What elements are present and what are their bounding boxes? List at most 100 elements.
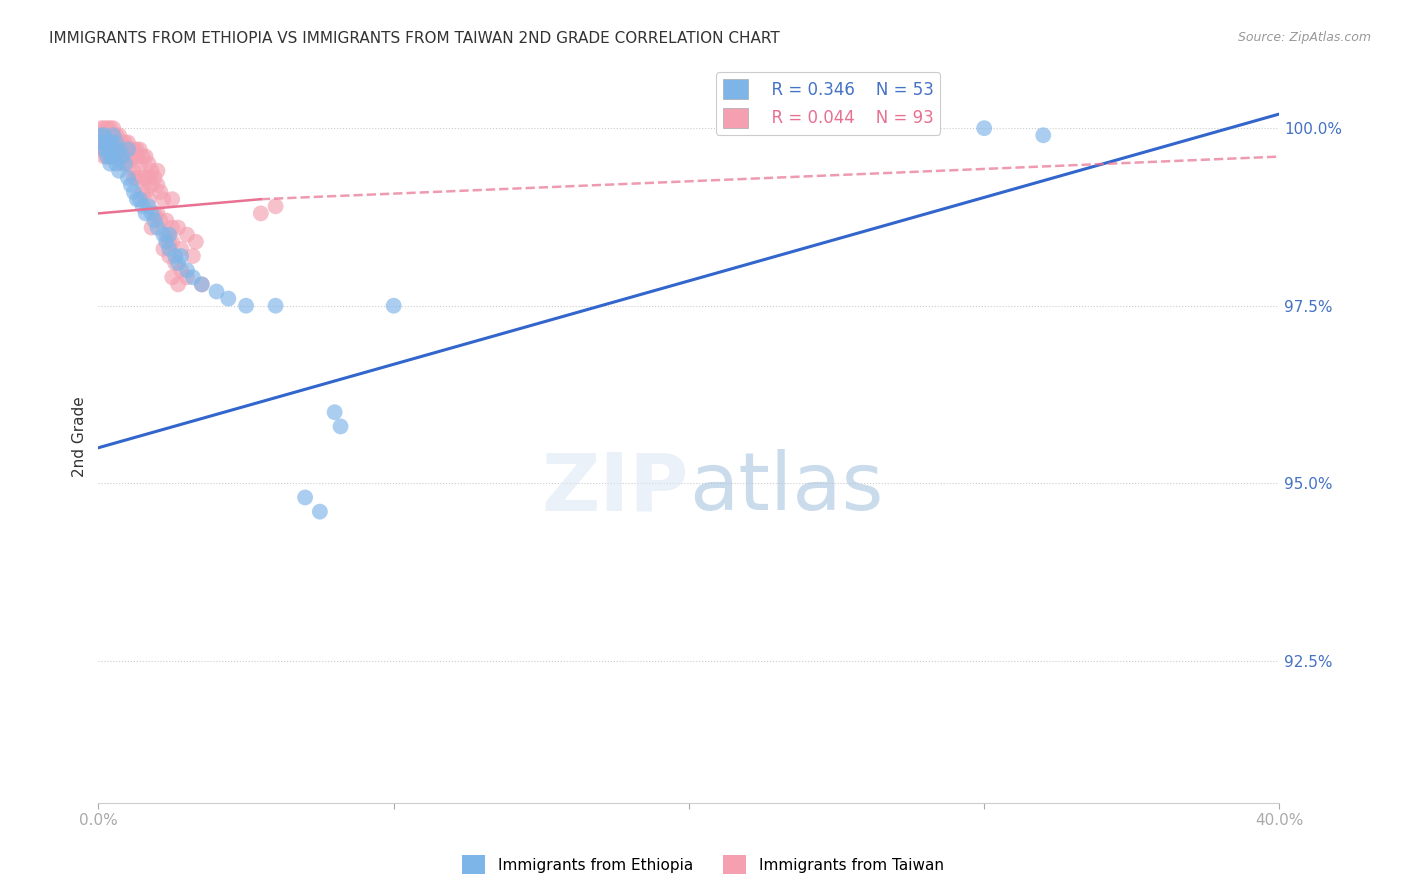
Point [157,249,180,263]
Point [138,199,160,213]
Point [128,143,150,157]
Point [132,170,155,185]
Point [125,192,148,206]
Point [96,128,118,143]
Point [96,143,118,157]
Point [103,150,125,164]
Point [170,249,193,263]
Point [117,136,139,150]
Point [125,143,148,157]
Point [235,299,257,313]
Point [167,220,190,235]
Point [135,206,157,220]
Point [170,242,193,256]
Point [98,128,121,143]
Point [103,128,125,143]
Point [90,128,112,143]
Point [108,128,131,143]
Point [152,242,174,256]
Point [141,178,163,192]
Point [152,192,174,206]
Point [108,163,131,178]
Point [122,150,145,164]
Point [264,199,287,213]
Point [157,242,180,256]
Point [149,185,172,199]
Point [90,136,112,150]
Point [217,292,239,306]
Point [138,192,160,206]
Point [323,405,346,419]
Point [264,299,287,313]
Point [125,170,148,185]
Point [98,136,121,150]
Point [111,136,134,150]
Point [205,285,228,299]
Point [98,128,121,143]
Point [120,143,142,157]
Point [329,419,352,434]
Point [155,227,177,242]
Point [122,143,145,157]
Point [111,150,134,164]
Point [138,170,160,185]
Point [122,170,145,185]
Point [143,213,166,227]
Point [309,505,332,519]
Point [114,150,136,164]
Point [96,143,118,157]
Point [108,143,131,157]
Point [114,156,136,170]
Point [176,227,198,242]
Point [146,220,169,235]
Point [122,163,145,178]
Point [117,170,139,185]
Point [98,136,121,150]
Point [105,128,128,143]
Point [162,192,183,206]
Point [162,235,183,249]
Point [96,150,118,164]
Point [96,150,118,164]
Point [98,121,121,136]
Point [181,249,204,263]
Point [155,213,177,227]
Point [191,277,214,292]
Point [117,143,139,157]
Point [103,136,125,150]
Point [117,156,139,170]
Point [98,150,121,164]
Point [152,227,174,242]
Y-axis label: 2nd Grade: 2nd Grade [72,397,87,477]
Point [294,491,316,505]
Point [96,121,118,136]
Point [250,206,273,220]
Point [103,128,125,143]
Point [176,270,198,285]
Point [128,192,150,206]
Point [157,227,180,242]
Point [132,150,155,164]
Point [382,299,405,313]
Point [125,150,148,164]
Point [103,143,125,157]
Point [141,206,163,220]
Point [146,178,169,192]
Point [103,136,125,150]
Point [181,270,204,285]
Point [149,213,172,227]
Point [135,150,157,164]
Point [108,136,131,150]
Text: atlas: atlas [689,450,883,527]
Text: ZIP: ZIP [541,450,689,527]
Point [105,136,128,150]
Point [105,156,128,170]
Point [155,235,177,249]
Point [114,136,136,150]
Point [191,277,214,292]
Point [138,156,160,170]
Point [167,256,190,270]
Point [184,235,207,249]
Point [170,263,193,277]
Point [93,143,115,157]
